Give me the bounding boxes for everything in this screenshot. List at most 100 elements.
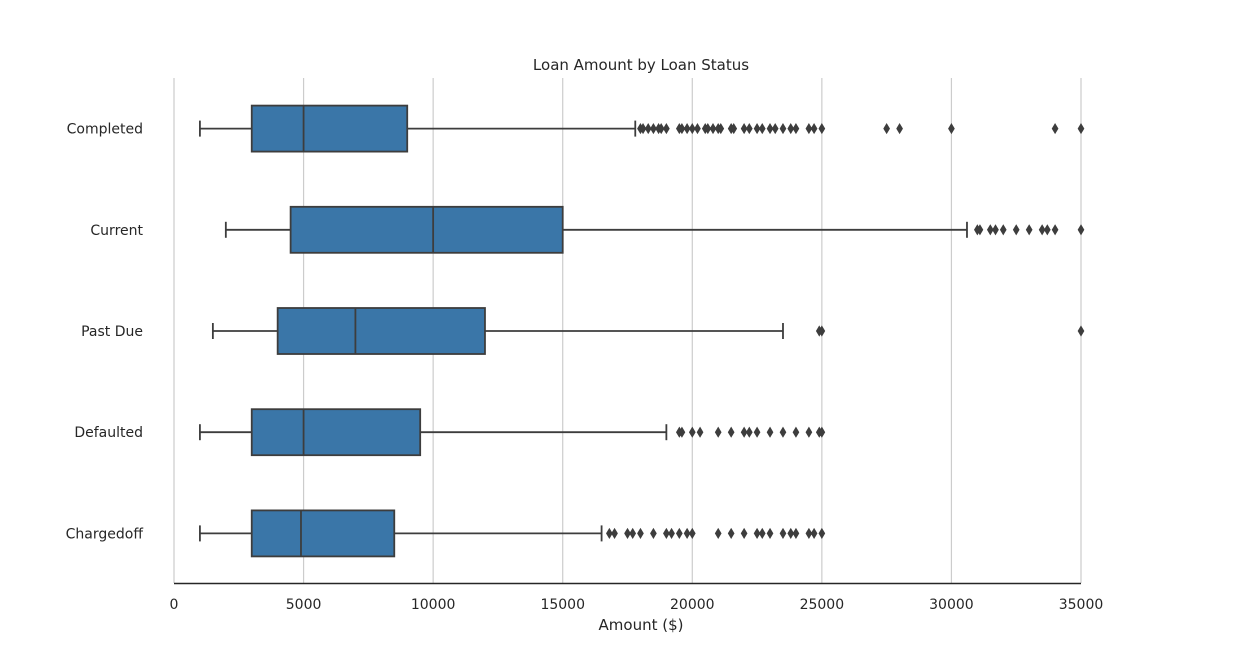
outlier-point [675,527,683,539]
outlier-point [683,527,691,539]
outlier-point [766,123,774,135]
outlier-point [792,426,800,438]
outlier-point [606,527,613,539]
outlier-point [999,224,1007,236]
y-axis-labels: Completed Current Past Due Defaulted Charged… [66,122,144,543]
outlier-point [787,123,795,135]
x-axis-title: Amount ($) [599,616,684,634]
outlier-point [624,527,631,539]
x-tick-label: 0 [170,597,179,613]
outlier-point [704,123,712,135]
outlier-point [896,123,903,135]
outlier-point [637,527,644,539]
x-tick-label: 10000 [411,597,456,613]
outlier-point [948,123,955,135]
outlier-point [629,527,637,539]
iqr-box [276,307,486,355]
x-tick-label: 15000 [540,597,585,613]
boxes [199,104,1085,558]
outlier-point [1012,224,1020,236]
outlier-point [650,123,657,135]
x-tick-label: 20000 [670,597,715,613]
outlier-point [779,527,787,539]
outlier-point [663,123,670,135]
outlier-point [758,527,766,539]
outlier-point [740,527,748,539]
outlier-point [639,123,647,135]
outlier-point [1077,123,1085,135]
box-series-defaulted [199,408,826,457]
iqr-box [250,509,396,558]
outlier-point [663,527,670,539]
outlier-point [727,527,735,539]
outlier-point [688,426,696,438]
outlier-point [1077,325,1085,337]
outlier-point [714,426,722,438]
outlier-point [818,527,826,539]
outlier-point [779,123,787,135]
outlier-point [688,527,696,539]
outlier-point [644,123,652,135]
outlier-point [766,426,774,438]
outlier-point [883,123,890,135]
iqr-box [250,104,409,153]
iqr-box [250,408,422,457]
outlier-point [683,123,691,135]
outlier-point [758,123,766,135]
outlier-point [992,224,999,236]
outlier-point [1038,224,1046,236]
outlier-point [611,527,618,539]
outlier-point [730,123,738,135]
outlier-point [1043,224,1051,236]
box-series-past-due [211,307,1085,355]
outlier-point [745,426,753,438]
outlier-point [678,123,686,135]
x-tick-label: 35000 [1059,597,1104,613]
outlier-point [714,527,722,539]
outlier-point [810,527,818,539]
outlier-point [986,224,994,236]
outlier-point [1051,123,1059,135]
outlier-point [657,123,665,135]
y-tick-label: Current [90,223,143,239]
outlier-point [787,527,795,539]
y-tick-label: Defaulted [74,425,143,441]
outlier-point [805,123,813,135]
outlier-point [1051,224,1059,236]
outlier-point [753,426,761,438]
outlier-point [1025,224,1033,236]
outlier-point [818,325,826,337]
outlier-point [1077,224,1085,236]
outlier-point [727,426,735,438]
outlier-point [792,123,800,135]
outlier-point [818,426,826,438]
outlier-point [709,123,717,135]
x-axis: 0 5000 10000 15000 20000 25000 30000 35000 [170,582,1104,613]
outlier-point [688,123,696,135]
box-series-chargedoff [199,509,826,558]
y-tick-label: Past Due [81,324,143,340]
y-tick-label: Completed [67,122,143,138]
outlier-point [792,527,800,539]
outlier-point [753,123,761,135]
outlier-point [753,527,761,539]
outlier-point [766,527,774,539]
outlier-point [745,123,753,135]
outlier-point [678,426,686,438]
outlier-point [694,123,701,135]
outlier-point [740,123,748,135]
outlier-point [650,527,657,539]
chart-title: Loan Amount by Loan Status [533,56,749,74]
outlier-point [771,123,779,135]
outlier-point [805,527,813,539]
outlier-point [810,123,818,135]
outlier-point [668,527,675,539]
outlier-point [818,123,826,135]
outlier-point [696,426,704,438]
box-series-completed [199,104,1085,153]
outlier-point [779,426,787,438]
y-tick-label: Chargedoff [66,526,144,542]
x-tick-label: 30000 [929,597,974,613]
